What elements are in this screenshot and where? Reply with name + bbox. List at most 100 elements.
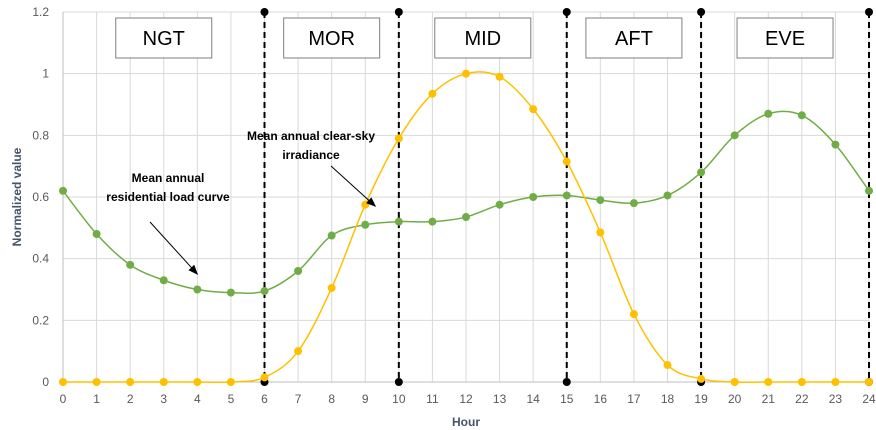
irradiance-point <box>294 347 303 356</box>
annotation-text: residential load curve <box>106 190 230 204</box>
x-tick-label: 14 <box>526 392 540 406</box>
x-tick-label: 4 <box>194 392 201 406</box>
load-point <box>462 213 470 222</box>
x-tick-label: 13 <box>493 392 507 406</box>
period-box <box>585 17 683 59</box>
irradiance-point <box>562 157 571 166</box>
load-point <box>294 267 303 275</box>
load-point <box>193 285 202 294</box>
load-point <box>126 260 135 269</box>
x-tick-label: 18 <box>661 392 675 406</box>
load-point <box>327 231 336 240</box>
load-point <box>92 230 101 238</box>
period-label: NGT <box>143 28 185 50</box>
load-point <box>764 109 773 118</box>
load-point <box>865 186 873 195</box>
x-tick-label: 9 <box>362 392 369 406</box>
axes: Normalized value Hour 0 1 2 3 4 5 6 7 8 9 10 11 12 13… <box>10 5 876 429</box>
load-point <box>361 220 370 229</box>
x-tick-label: 7 <box>295 392 302 406</box>
irradiance-point <box>797 378 806 386</box>
irradiance-point <box>226 378 235 386</box>
x-tick-label: 12 <box>459 392 473 406</box>
period-box <box>283 17 381 59</box>
irradiance-point <box>327 283 336 292</box>
irradiance-point <box>462 69 470 78</box>
x-tick-label: 24 <box>862 392 876 406</box>
load-point <box>394 217 403 226</box>
load-point <box>562 191 571 200</box>
x-tick-label: 21 <box>762 392 776 406</box>
load-point <box>59 186 67 195</box>
divider-cap-top <box>562 8 571 16</box>
x-tick-label: 2 <box>127 392 134 406</box>
irradiance-point <box>764 378 773 386</box>
annotation-text: Mean annual clear-sky <box>247 129 375 143</box>
x-tick-label: 5 <box>228 392 235 406</box>
load-point <box>260 287 269 296</box>
y-tick-label: 1 <box>42 67 49 81</box>
load-point <box>596 196 605 205</box>
load-point <box>226 288 235 297</box>
x-tick-label: 8 <box>328 392 335 406</box>
annotation-arrow <box>330 165 377 207</box>
divider-cap-top <box>697 8 706 16</box>
irradiance-point <box>394 134 403 143</box>
annotation-text: irradiance <box>282 148 340 162</box>
x-tick-label: 20 <box>728 392 742 406</box>
period-label: MID <box>464 28 501 50</box>
irradiance-point <box>92 378 101 386</box>
y-tick-label: 0.8 <box>32 128 49 142</box>
irradiance-point <box>361 200 370 209</box>
divider-cap-top <box>394 8 403 16</box>
x-tick-label: 10 <box>392 392 406 406</box>
load-point <box>428 217 437 226</box>
irradiance-point <box>428 89 437 98</box>
period-label: AFT <box>615 28 653 50</box>
load-point <box>797 111 806 120</box>
x-tick-label: 15 <box>560 392 574 406</box>
divider-cap-top <box>865 8 873 16</box>
period-box <box>115 17 213 59</box>
load-point <box>730 131 739 140</box>
x-tick-label: 1 <box>93 392 100 406</box>
y-tick-label: 0 <box>42 375 49 389</box>
irradiance-point <box>831 378 840 386</box>
annotation-arrow <box>149 221 199 275</box>
load-point <box>495 200 504 209</box>
x-tick-label: 6 <box>261 392 268 406</box>
load-point <box>697 168 706 177</box>
divider-cap-top <box>260 8 269 16</box>
irradiance-point <box>629 310 638 319</box>
irradiance-point <box>59 378 67 386</box>
divider-cap-bottom <box>394 378 403 386</box>
x-tick-label: 19 <box>694 392 708 406</box>
irradiance-point <box>495 72 504 81</box>
y-tick-label: 0.2 <box>32 313 49 327</box>
irradiance-point <box>260 373 269 382</box>
divider-cap-bottom <box>562 378 571 386</box>
load-point <box>529 193 538 201</box>
x-tick-label: 17 <box>627 392 641 406</box>
x-tick-label: 0 <box>60 392 67 406</box>
x-axis-label: Hour <box>452 415 480 429</box>
irradiance-point <box>865 378 873 386</box>
load-point <box>629 199 638 208</box>
annotations: Mean annual residential load curve Mean an… <box>106 129 377 275</box>
period-box <box>434 17 532 59</box>
y-tick-label: 0.4 <box>32 252 49 266</box>
x-tick-label: 11 <box>426 392 439 406</box>
irradiance-point <box>193 378 202 386</box>
x-tick-label: 3 <box>160 392 167 406</box>
irradiance-point <box>126 378 135 386</box>
data-points <box>59 69 873 386</box>
irradiance-point <box>663 361 672 370</box>
irradiance-point <box>159 378 168 386</box>
y-axis-label: Normalized value <box>10 147 24 246</box>
irradiance-point <box>730 378 739 386</box>
x-tick-label: 16 <box>594 392 608 406</box>
load-point <box>663 191 672 200</box>
irradiance-point <box>529 105 538 114</box>
load-point <box>159 276 168 285</box>
